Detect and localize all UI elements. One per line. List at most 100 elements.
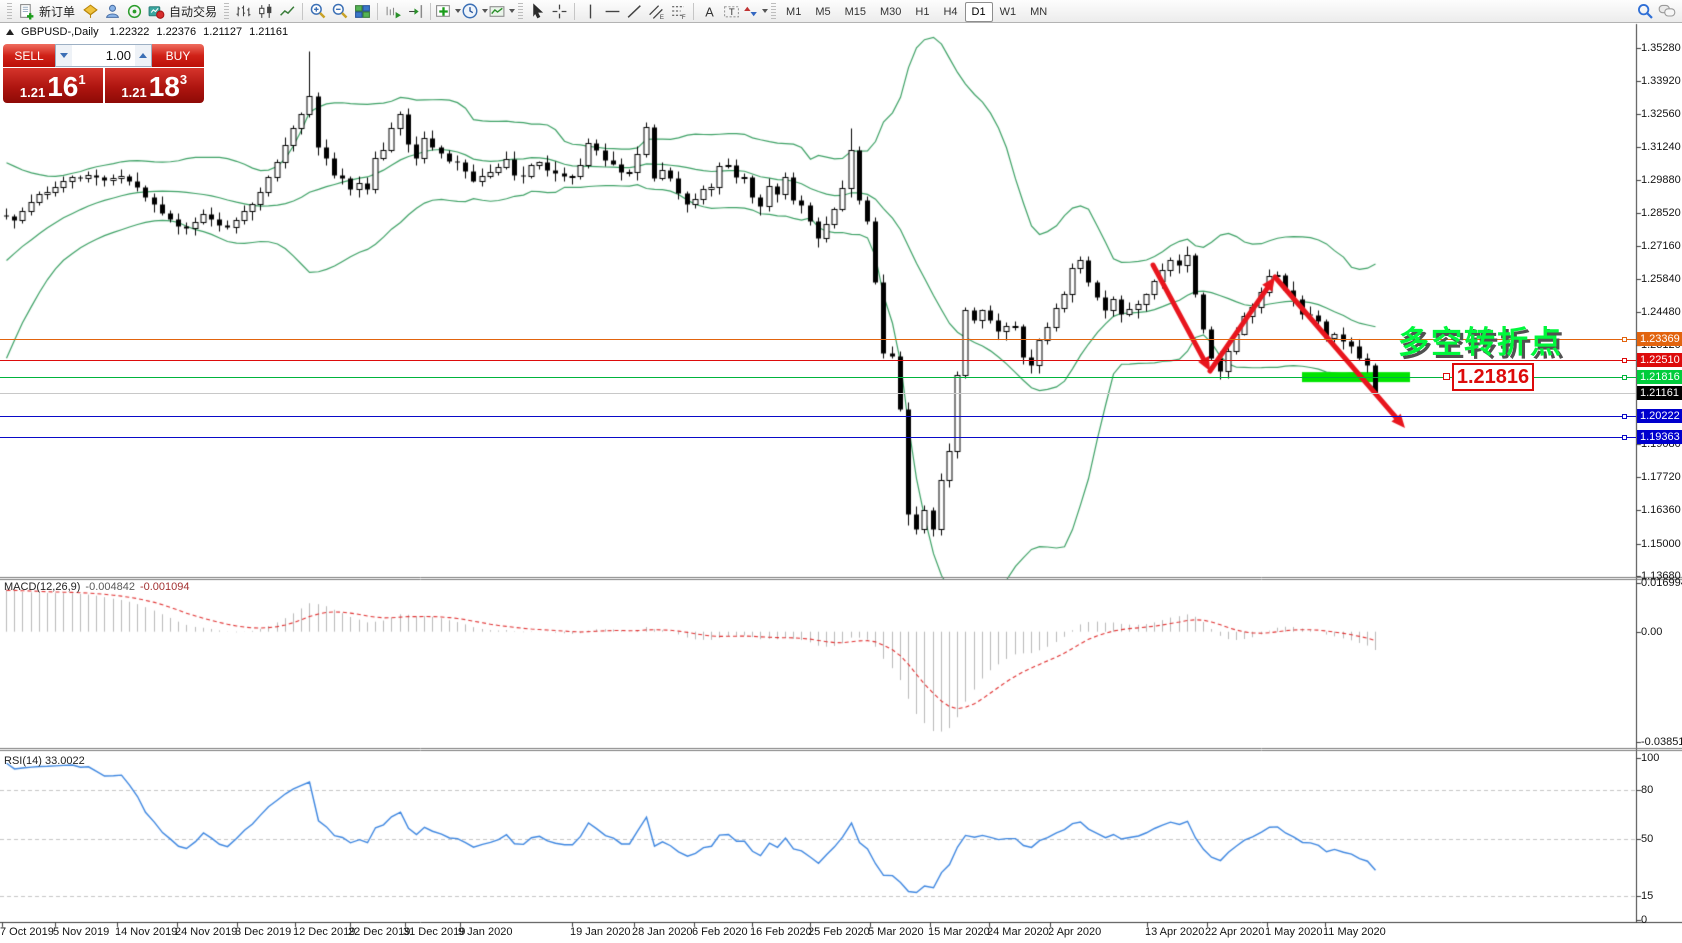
price-level-line[interactable] [0, 377, 1636, 378]
date-axis-label: 24 Mar 2020 [987, 926, 1049, 938]
price-level-line[interactable] [0, 360, 1636, 361]
timeframe-button-MN[interactable]: MN [1030, 6, 1048, 18]
toolbar-grip[interactable] [518, 3, 524, 19]
text-button[interactable]: A [698, 1, 720, 21]
date-axis-label: 31 Dec 2019 [403, 926, 466, 938]
market-watch-button[interactable] [79, 1, 101, 21]
buy-price-pips: 18 [148, 71, 180, 102]
auto-scroll-button[interactable] [382, 1, 404, 21]
vertical-line-button[interactable] [579, 1, 601, 21]
volume-input[interactable]: 1.00 [105, 48, 131, 63]
level-line-marker-icon[interactable] [1622, 358, 1627, 363]
date-axis-label: 22 Apr 2020 [1205, 926, 1265, 938]
auto-trading-label[interactable]: 自动交易 [169, 4, 218, 19]
templates-icon [489, 5, 505, 17]
zoom-in-button[interactable] [307, 1, 329, 21]
quote-high: 1.22376 [156, 26, 197, 38]
candlestick-chart-button[interactable] [254, 1, 276, 21]
date-axis-label: 19 Jan 2020 [570, 926, 631, 938]
indicators-button[interactable] [435, 1, 462, 21]
toolbar-grip[interactable] [224, 3, 230, 19]
toolbar-grip[interactable] [7, 3, 12, 19]
data-window-button[interactable] [101, 1, 123, 21]
equidistant-channel-button[interactable]: E [645, 1, 667, 21]
svg-text:F: F [681, 13, 685, 19]
cursor-button[interactable] [526, 1, 548, 21]
spin-down-icon [60, 53, 68, 58]
sell-button[interactable]: SELL [3, 44, 55, 67]
buy-price-figure: 1.21 [121, 85, 147, 100]
buy-price-display[interactable]: 1.21 18 3 [104, 68, 204, 103]
templates-button[interactable] [488, 1, 516, 21]
price-level-badge: 1.19363 [1637, 430, 1682, 444]
search-icon [1638, 4, 1653, 19]
toolbar-grip[interactable] [771, 3, 777, 19]
auto-trading-button[interactable] [145, 1, 167, 21]
level-line-marker-icon[interactable] [1622, 414, 1627, 419]
macd-axis-tick: 0.016994 [1641, 577, 1682, 589]
timeframe-button-H1[interactable]: H1 [915, 6, 930, 18]
date-axis-label: 12 Dec 2019 [293, 926, 356, 938]
chart-shift-button[interactable] [404, 1, 426, 21]
arrows-button[interactable] [742, 1, 769, 21]
level-line-marker-icon[interactable] [1622, 435, 1627, 440]
price-level-badge: 1.21161 [1637, 386, 1682, 400]
trendline-button[interactable] [623, 1, 645, 21]
date-axis-label: 14 Nov 2019 [115, 926, 178, 938]
date-axis-label: 5 Nov 2019 [53, 926, 110, 938]
price-axis-tick: 1.28520 [1641, 207, 1681, 220]
toolbar-separator [302, 2, 304, 20]
bar-chart-button[interactable] [232, 1, 254, 21]
search-button[interactable] [1634, 1, 1656, 21]
level-line-marker-icon[interactable] [1622, 337, 1627, 342]
price-level-badge: 1.22510 [1637, 353, 1682, 367]
horizontal-line-button[interactable] [601, 1, 623, 21]
arrows-dropdown-caret [762, 9, 769, 13]
one-click-collapse-icon[interactable] [6, 29, 14, 35]
navigator-icon [127, 4, 141, 18]
new-order-label[interactable]: 新订单 [39, 4, 76, 19]
price-level-line[interactable] [0, 339, 1636, 340]
price-level-line[interactable] [0, 437, 1636, 438]
timeframe-button-H4[interactable]: H4 [943, 6, 958, 18]
toolbar-separator [377, 2, 379, 20]
timeframe-button-M1[interactable]: M1 [786, 6, 802, 18]
buy-button[interactable]: BUY [152, 44, 204, 67]
periods-button[interactable] [461, 1, 489, 21]
fibonacci-icon: F [671, 5, 685, 20]
price-axis-tick: 1.15000 [1641, 537, 1681, 550]
new-order-icon [19, 3, 33, 19]
zoom-out-button[interactable] [329, 1, 351, 21]
sell-price-display[interactable]: 1.21 16 1 [3, 68, 103, 103]
volume-increase-button[interactable] [135, 45, 151, 66]
macd-main-value: -0.004842 [85, 581, 135, 593]
market-watch-icon [82, 3, 98, 18]
timeframe-button-W1[interactable]: W1 [999, 6, 1017, 18]
periods-dropdown-caret [482, 9, 489, 13]
timeframe-button-M30[interactable]: M30 [880, 6, 902, 18]
text-label-button[interactable]: T [720, 1, 742, 21]
navigator-button[interactable] [123, 1, 145, 21]
svg-text:A: A [705, 4, 714, 19]
price-axis-tick: 1.32560 [1641, 108, 1681, 121]
rsi-axis-tick: 15 [1641, 889, 1654, 902]
crosshair-button[interactable] [548, 1, 570, 21]
support-price-label[interactable]: 1.21816 [1452, 363, 1534, 391]
line-chart-button[interactable] [276, 1, 298, 21]
main-toolbar: 新订单 自动交易 [0, 0, 1682, 23]
volume-field: 1.00 [55, 44, 152, 67]
new-order-button[interactable] [15, 1, 37, 21]
timeframe-button-D1[interactable]: D1 [964, 2, 993, 22]
tile-windows-button[interactable] [351, 1, 373, 21]
auto-trading-icon [148, 5, 165, 19]
fibonacci-button[interactable]: F [667, 1, 689, 21]
volume-decrease-button[interactable] [56, 45, 72, 66]
price-level-line[interactable] [0, 393, 1636, 394]
chat-button[interactable] [1656, 1, 1678, 21]
level-line-marker-icon[interactable] [1622, 375, 1627, 380]
timeframe-button-M5[interactable]: M5 [815, 6, 831, 18]
macd-axis-tick: -0.038519 [1641, 736, 1682, 748]
price-level-line[interactable] [0, 416, 1636, 417]
timeframe-button-M15[interactable]: M15 [844, 6, 866, 18]
